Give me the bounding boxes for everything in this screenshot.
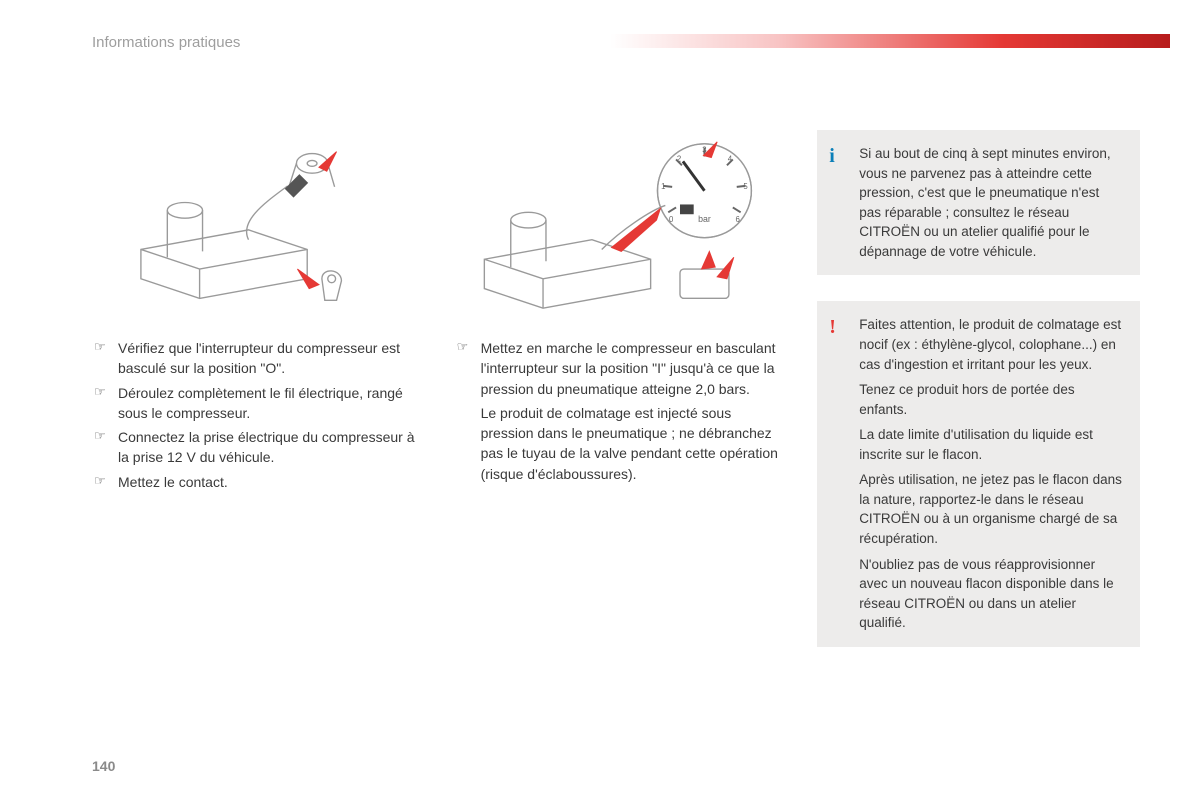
warn-paragraph: N'oubliez pas de vous réapprovisionner a… <box>859 555 1124 633</box>
illustration-compressor-plug <box>92 130 425 320</box>
page-header: Informations pratiques <box>92 30 1160 54</box>
warn-paragraph: Tenez ce produit hors de portée des enfa… <box>859 380 1124 419</box>
gauge-unit-label: bar <box>698 214 711 224</box>
info-text: Si au bout de cinq à sept minutes enviro… <box>859 144 1124 261</box>
svg-text:2: 2 <box>676 154 680 163</box>
list-item: Connectez la prise électrique du compres… <box>92 427 425 468</box>
list-item: Vérifiez que l'interrupteur du compresse… <box>92 338 425 379</box>
warn-paragraph: Après utilisation, ne jetez pas le flaco… <box>859 470 1124 548</box>
section-title: Informations pratiques <box>92 34 240 51</box>
list-item: Mettez en marche le compresseur en bascu… <box>455 338 788 399</box>
warn-paragraph: La date limite d'utilisation du liquide … <box>859 425 1124 464</box>
column-right: i Si au bout de cinq à sept minutes envi… <box>817 130 1140 673</box>
main-content: Vérifiez que l'interrupteur du compresse… <box>92 130 1140 673</box>
list-item: Déroulez complètement le fil électrique,… <box>92 383 425 424</box>
list-item: Mettez le contact. <box>92 472 425 492</box>
column-left: Vérifiez que l'interrupteur du compresse… <box>92 130 425 673</box>
svg-text:5: 5 <box>743 182 748 191</box>
column-middle: bar 0 1 2 3 4 5 6 Mettez en marche le co… <box>455 130 788 673</box>
warning-box: ! Faites attention, le produit de colmat… <box>817 301 1140 646</box>
mid-paragraph: Le produit de colmatage est injecté sous… <box>455 403 788 484</box>
svg-text:6: 6 <box>735 215 739 224</box>
page-number: 140 <box>92 758 115 774</box>
svg-text:4: 4 <box>727 154 732 163</box>
warn-paragraph: Faites attention, le produit de colmatag… <box>859 315 1124 374</box>
left-bullet-list: Vérifiez que l'interrupteur du compresse… <box>92 338 425 496</box>
mid-bullet-list: Mettez en marche le compresseur en bascu… <box>455 338 788 403</box>
illustration-compressor-gauge: bar 0 1 2 3 4 5 6 <box>455 130 788 320</box>
info-icon: i <box>829 142 835 171</box>
svg-text:0: 0 <box>669 215 674 224</box>
svg-text:1: 1 <box>661 182 665 191</box>
warning-icon: ! <box>829 313 836 342</box>
info-box: i Si au bout de cinq à sept minutes envi… <box>817 130 1140 275</box>
